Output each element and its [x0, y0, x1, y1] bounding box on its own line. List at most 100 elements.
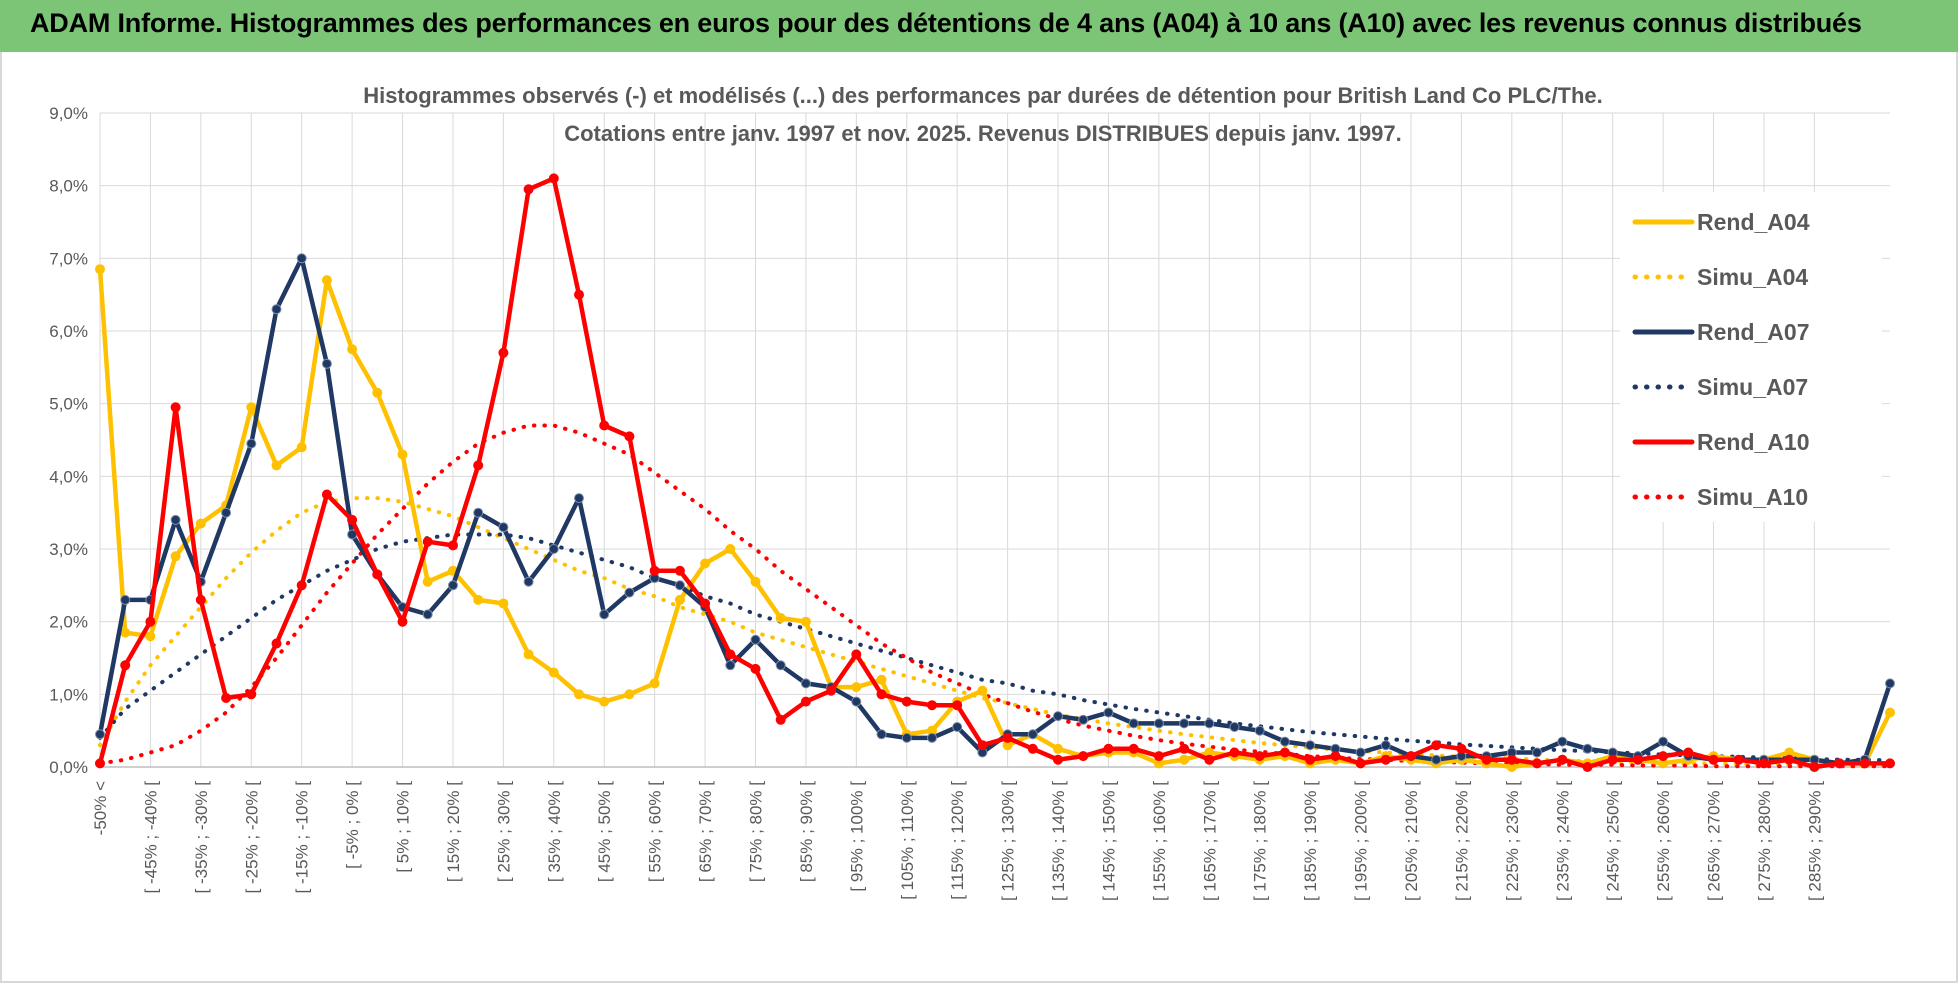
- data-point: [1658, 751, 1669, 762]
- data-point: [800, 696, 811, 707]
- y-tick-label: 7,0%: [49, 249, 88, 268]
- data-point: [1481, 754, 1492, 765]
- legend-label: Rend_A04: [1697, 209, 1810, 235]
- x-tick-label: [ 255% ; 260% [: [1654, 781, 1673, 901]
- data-point: [221, 693, 232, 703]
- data-point: [1632, 754, 1643, 765]
- data-point: [1078, 751, 1089, 762]
- y-tick-label: 6,0%: [49, 322, 88, 341]
- legend-label: Rend_A07: [1697, 319, 1809, 345]
- y-tick-label: 1,0%: [49, 685, 88, 704]
- data-point: [674, 594, 685, 605]
- x-tick-label: [ 95% ; 100% [: [847, 781, 866, 892]
- data-point: [95, 264, 105, 275]
- x-tick-label: [ 235% ; 240% [: [1553, 781, 1572, 901]
- data-point: [800, 616, 811, 627]
- data-point: [977, 685, 988, 696]
- data-point: [548, 544, 559, 554]
- data-point: [1380, 754, 1391, 765]
- data-point: [1053, 754, 1063, 765]
- data-point: [851, 649, 862, 660]
- data-point: [1229, 747, 1240, 758]
- data-point: [195, 594, 206, 605]
- data-point: [448, 540, 458, 551]
- data-point: [1708, 754, 1719, 765]
- x-tick-label: [ 85% ; 90% [: [797, 781, 816, 882]
- data-point: [498, 347, 509, 358]
- data-point: [750, 576, 761, 587]
- data-point: [1658, 736, 1669, 747]
- data-point: [372, 387, 383, 398]
- axis-layer: 0,0% 1,0% 2,0% 3,0% 4,0% 5,0% 6,0% 7,0% 8,0% 9,0%…: [49, 104, 1890, 901]
- data-point: [1254, 751, 1265, 762]
- data-point: [473, 594, 484, 605]
- x-tick-label: [ -35% ; -30% [: [192, 781, 211, 894]
- data-point: [750, 663, 761, 674]
- x-tick-label: [ 245% ; 250% [: [1604, 781, 1623, 901]
- data-point: [624, 587, 635, 598]
- data-point: [1532, 747, 1542, 758]
- legend-label: Simu_A10: [1697, 484, 1808, 510]
- page-title: ADAM Informe. Histogrammes des performan…: [30, 8, 1862, 38]
- data-point: [1279, 747, 1290, 758]
- y-tick-label: 8,0%: [49, 177, 88, 196]
- data-point: [523, 576, 534, 587]
- data-point: [649, 565, 660, 576]
- data-point: [1355, 747, 1366, 758]
- x-tick-label: [ 285% ; 290% [: [1805, 781, 1824, 901]
- data-point: [296, 253, 307, 264]
- data-point: [95, 758, 105, 769]
- x-tick-label: [ 75% ; 80% [: [746, 781, 765, 882]
- legend-label: Simu_A07: [1697, 374, 1808, 400]
- data-point: [498, 598, 509, 609]
- data-point: [700, 558, 711, 569]
- y-tick-label: 0,0%: [49, 758, 88, 777]
- data-point: [624, 689, 635, 700]
- data-point: [1305, 754, 1316, 765]
- data-point: [498, 522, 509, 533]
- data-point: [1305, 740, 1316, 751]
- data-point: [1532, 758, 1542, 769]
- data-point: [1733, 754, 1744, 765]
- data-point: [1557, 754, 1568, 765]
- x-tick-label: [ 55% ; 60% [: [646, 781, 665, 882]
- data-point: [1809, 762, 1820, 772]
- data-point: [321, 275, 332, 286]
- data-point: [296, 442, 307, 453]
- data-point: [1758, 758, 1769, 769]
- data-point: [195, 518, 206, 529]
- data-point: [952, 700, 963, 711]
- data-point: [548, 173, 559, 184]
- legend-label: Rend_A10: [1697, 429, 1809, 455]
- data-point: [1784, 754, 1795, 765]
- data-point: [1885, 707, 1895, 718]
- x-tick-label: [ 135% ; 140% [: [1049, 781, 1068, 901]
- data-point: [170, 551, 181, 562]
- grid-layer: [99, 112, 1890, 768]
- data-point: [1456, 743, 1467, 754]
- x-tick-label: [ 175% ; 180% [: [1251, 781, 1270, 901]
- data-point: [674, 565, 685, 576]
- data-point: [145, 616, 156, 627]
- x-tick-label: [ 225% ; 230% [: [1503, 781, 1522, 901]
- data-point: [1128, 718, 1139, 729]
- data-point: [826, 685, 837, 696]
- data-point: [725, 660, 736, 671]
- data-point: [422, 576, 433, 587]
- data-point: [599, 696, 610, 707]
- y-tick-label: 3,0%: [49, 540, 88, 559]
- data-point: [1128, 743, 1139, 754]
- data-point: [120, 627, 131, 638]
- data-point: [1506, 754, 1517, 765]
- data-point: [347, 344, 358, 355]
- data-point: [1053, 711, 1063, 722]
- data-point: [775, 660, 786, 671]
- data-point: [523, 184, 534, 195]
- x-tick-label: [ -25% ; -20% [: [242, 781, 261, 894]
- y-tick-label: 4,0%: [49, 467, 88, 486]
- data-point: [347, 514, 358, 525]
- data-point: [775, 613, 786, 623]
- data-point: [1582, 762, 1593, 772]
- data-point: [1431, 754, 1442, 765]
